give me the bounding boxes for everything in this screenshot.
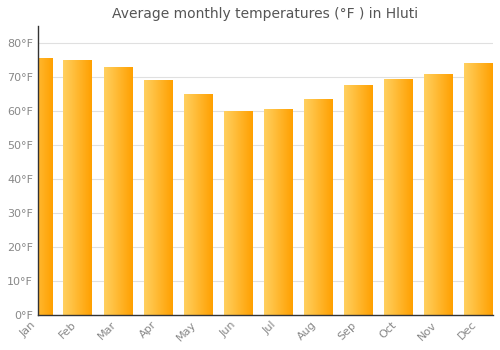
Title: Average monthly temperatures (°F ) in Hluti: Average monthly temperatures (°F ) in Hl… bbox=[112, 7, 418, 21]
